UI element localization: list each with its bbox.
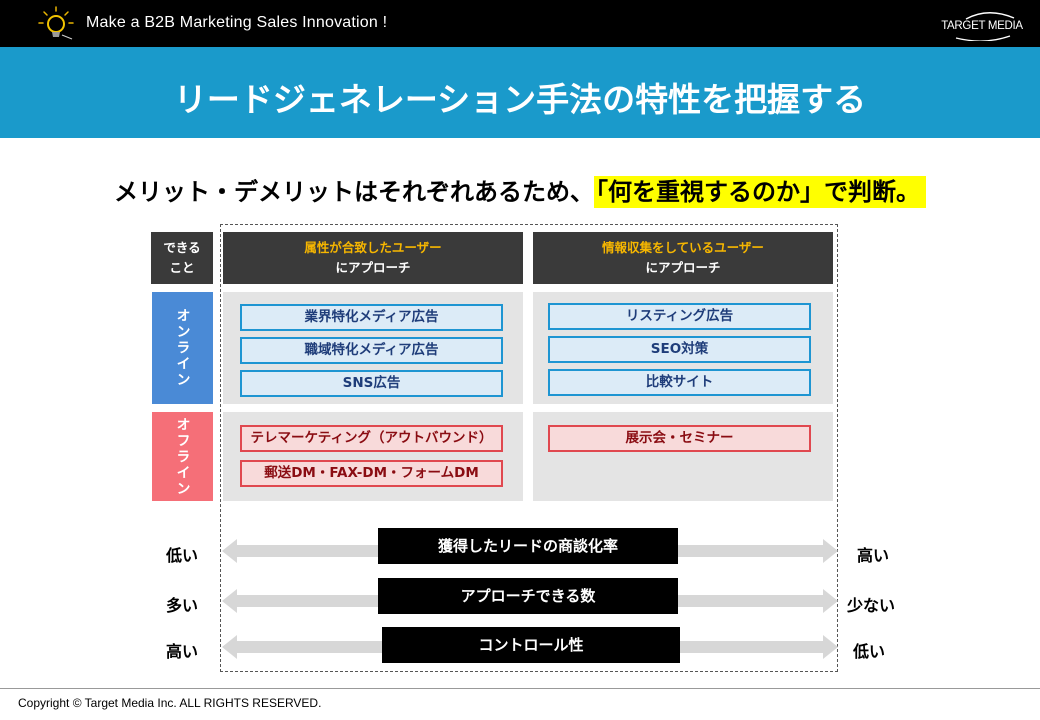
target-media-logo: TARGET MEDIA [936, 9, 1028, 41]
scale-right-3: 低い [853, 642, 886, 661]
row-label-online-text: オンライン [174, 308, 191, 388]
column-header-2: 情報収集をしているユーザー にアプローチ [533, 232, 833, 284]
row-label-offline: オフライン [152, 412, 213, 501]
corner-header: できる こと [151, 232, 213, 284]
scale-label-reach: アプローチできる数 [378, 578, 678, 614]
column-header-2-line-2: にアプローチ [645, 260, 721, 275]
top-bar: Make a B2B Marketing Sales Innovation ! … [0, 0, 1040, 47]
scale-left-3: 高い [166, 642, 199, 661]
copyright: Copyright © Target Media Inc. ALL RIGHTS… [18, 696, 322, 710]
page-title: リードジェネレーション手法の特性を把握する [173, 80, 867, 119]
row-label-offline-text: オフライン [174, 416, 191, 497]
scale-right-1: 高い [857, 546, 890, 565]
corner-line-1: できる [163, 240, 201, 255]
tag-seo: SEO対策 [548, 336, 811, 363]
column-header-1: 属性が合致したユーザー にアプローチ [223, 232, 523, 284]
dashed-frame [220, 224, 838, 672]
row-label-online: オンライン [152, 292, 213, 404]
tag-postal-dm: 郵送DM・FAX-DM・フォームDM [240, 460, 503, 487]
tagline: Make a B2B Marketing Sales Innovation ! [86, 14, 388, 31]
column-header-1-line-2: にアプローチ [335, 260, 411, 275]
scale-label-control: コントロール性 [382, 627, 680, 663]
corner-line-2: こと [169, 260, 195, 275]
tag-telemarketing: テレマーケティング（アウトバウンド） [240, 425, 503, 452]
column-header-1-line-1: 属性が合致したユーザー [304, 240, 442, 255]
scale-left-1: 低い [166, 546, 199, 565]
tag-exhibition-seminar: 展示会・セミナー [548, 425, 811, 452]
lightbulb-icon [38, 6, 74, 40]
footer-divider [0, 688, 1040, 689]
subtitle-lead: メリット・デメリットはそれぞれあるため、 [114, 178, 594, 206]
title-bar: リードジェネレーション手法の特性を把握する [0, 47, 1040, 138]
subtitle-highlight: 「何を重視するのか」で判断。 [594, 176, 926, 208]
tag-listing-ad: リスティング広告 [548, 303, 811, 330]
tag-industry-media-ad: 業界特化メディア広告 [240, 304, 503, 331]
scale-left-2: 多い [166, 596, 199, 615]
logo-text: TARGET MEDIA [941, 20, 1023, 32]
scale-label-conversion-rate: 獲得したリードの商談化率 [378, 528, 678, 564]
scale-right-2: 少ない [847, 596, 896, 615]
subtitle: メリット・デメリットはそれぞれあるため、「何を重視するのか」で判断。 [0, 172, 1040, 208]
tag-comparison-site: 比較サイト [548, 369, 811, 396]
tag-job-media-ad: 職域特化メディア広告 [240, 337, 503, 364]
column-header-2-line-1: 情報収集をしているユーザー [602, 240, 764, 255]
tag-sns-ad: SNS広告 [240, 370, 503, 397]
